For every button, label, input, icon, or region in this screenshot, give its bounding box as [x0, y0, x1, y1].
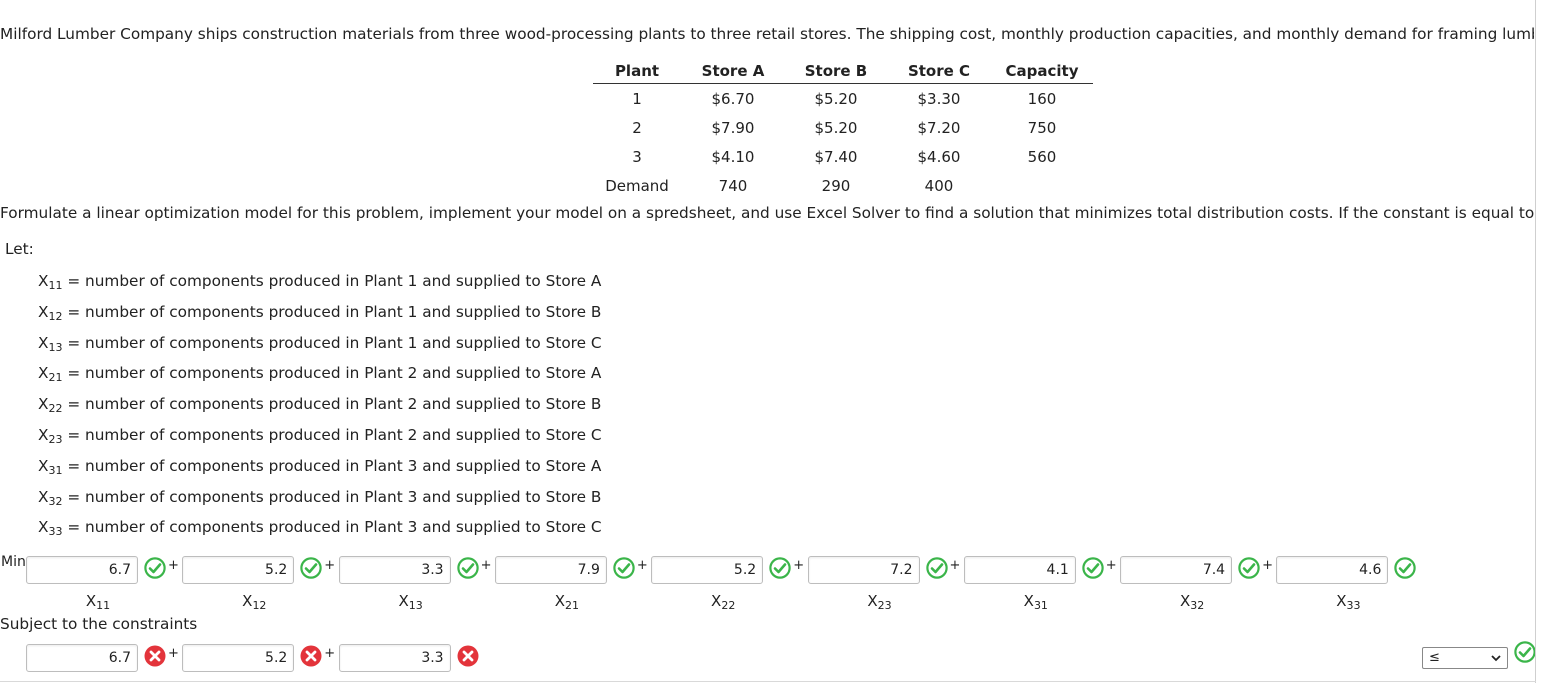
coefficient-input[interactable]: 3.3: [338, 556, 451, 584]
check-icon: [144, 557, 166, 579]
plus-sign: +: [793, 558, 805, 573]
variable-label: X31: [1023, 592, 1048, 612]
table-cell: 1: [632, 89, 642, 108]
variable-label: X12: [242, 592, 267, 612]
demand-row: Demand 740 290 400: [593, 171, 1093, 200]
coefficient-input[interactable]: 6.7: [26, 644, 138, 672]
coefficient-input[interactable]: 5.2: [651, 556, 764, 584]
coefficient-input[interactable]: 7.2: [807, 556, 920, 584]
plus-sign: +: [168, 646, 179, 661]
table-row: 1 $6.70 $5.20 $3.30 160: [593, 84, 1093, 114]
constraint-relation-select[interactable]: ≤: [1422, 647, 1508, 669]
plus-sign: +: [324, 558, 336, 573]
check-icon: [300, 557, 322, 579]
x-icon: [457, 645, 479, 667]
table-cell: $6.70: [711, 89, 755, 108]
plus-sign: +: [480, 558, 492, 573]
table-cell: 560: [1027, 147, 1057, 166]
plus-sign: +: [168, 558, 179, 573]
check-icon: [1238, 557, 1260, 579]
table-cell: $7.20: [917, 118, 961, 137]
check-icon: [456, 557, 479, 579]
definition-row: X12 = number of components produced in P…: [38, 302, 602, 323]
check-icon: [1394, 557, 1417, 579]
plus-sign: +: [1105, 558, 1117, 573]
objective-min-label: Min: [1, 554, 26, 570]
cost-table: Plant Store A Store B Store C Capacity 1…: [593, 58, 1093, 200]
table-cell: 400: [924, 176, 954, 195]
table-cell: [991, 171, 1093, 200]
variable-definitions: X11 = number of components produced in P…: [38, 268, 602, 545]
coefficient-input[interactable]: 5.2: [182, 556, 295, 584]
variable-label: X23: [867, 592, 892, 612]
plus-sign: +: [636, 558, 648, 573]
let-label: Let:: [5, 240, 34, 258]
table-cell: 750: [1027, 118, 1057, 137]
coefficient-input[interactable]: 5.2: [182, 644, 295, 672]
definition-row: X33 = number of components produced in P…: [38, 518, 602, 539]
definition-row: X11 = number of components produced in P…: [38, 272, 602, 292]
plus-sign: +: [324, 646, 336, 661]
check-icon: [1514, 641, 1536, 663]
table-header: Store C: [887, 58, 991, 84]
table-cell: $3.30: [917, 89, 961, 108]
table-header: Plant: [593, 58, 681, 84]
coefficient-input[interactable]: 6.7: [26, 556, 138, 584]
table-cell: $7.40: [814, 147, 858, 166]
check-icon: [613, 557, 635, 579]
check-icon: [1082, 557, 1104, 579]
coefficient-input[interactable]: 7.4: [1120, 556, 1233, 584]
check-icon: [925, 557, 948, 579]
table-cell: $5.20: [814, 89, 858, 108]
content-border-right: [1535, 0, 1536, 683]
definition-row: X21 = number of components produced in P…: [38, 364, 602, 385]
plus-sign: +: [1262, 558, 1273, 573]
constraints-label: Subject to the constraints: [0, 615, 198, 633]
variable-label: X21: [554, 592, 580, 612]
problem-instruction: Formulate a linear optimization model fo…: [0, 204, 1534, 222]
content-border-bottom: [0, 681, 1536, 682]
definition-row: X13 = number of components produced in P…: [38, 333, 602, 354]
table-cell: 740: [718, 176, 748, 195]
table-row: 2 $7.90 $5.20 $7.20 750: [593, 113, 1093, 142]
variable-label: X11: [85, 592, 111, 612]
table-cell: $4.10: [711, 147, 755, 166]
plus-sign: +: [949, 558, 961, 573]
table-cell: 290: [821, 176, 851, 195]
coefficient-input[interactable]: 7.9: [494, 556, 607, 584]
definition-row: X23 = number of components produced in P…: [38, 425, 602, 446]
table-cell: $7.90: [711, 118, 755, 137]
x-icon: [300, 645, 322, 667]
variable-label: X13: [398, 592, 423, 612]
check-icon: [769, 557, 791, 579]
coefficient-input[interactable]: 4.6: [1276, 556, 1389, 584]
variable-label: X32: [1179, 592, 1205, 612]
table-cell: $4.60: [917, 147, 961, 166]
table-header: Capacity: [991, 58, 1093, 84]
table-row: 3 $4.10 $7.40 $4.60 560: [593, 142, 1093, 171]
definition-row: X31 = number of components produced in P…: [38, 456, 602, 477]
definition-row: X32 = number of components produced in P…: [38, 487, 602, 508]
table-cell: 160: [1027, 89, 1057, 108]
variable-label: X33: [1336, 592, 1361, 612]
coefficient-input[interactable]: 4.1: [963, 556, 1076, 584]
table-cell: 2: [632, 118, 642, 137]
table-cell: 3: [632, 147, 642, 166]
table-header: Store B: [785, 58, 887, 84]
table-cell: $5.20: [814, 118, 858, 137]
coefficient-input[interactable]: 3.3: [338, 644, 451, 672]
x-icon: [144, 645, 166, 667]
variable-label: X22: [711, 592, 736, 612]
chevron-down-icon: [1491, 655, 1501, 662]
relation-selected-value: ≤: [1429, 650, 1440, 665]
table-cell: Demand: [605, 176, 669, 195]
definition-row: X22 = number of components produced in P…: [38, 395, 602, 416]
problem-intro: Milford Lumber Company ships constructio…: [0, 25, 1534, 43]
table-header: Store A: [681, 58, 785, 84]
